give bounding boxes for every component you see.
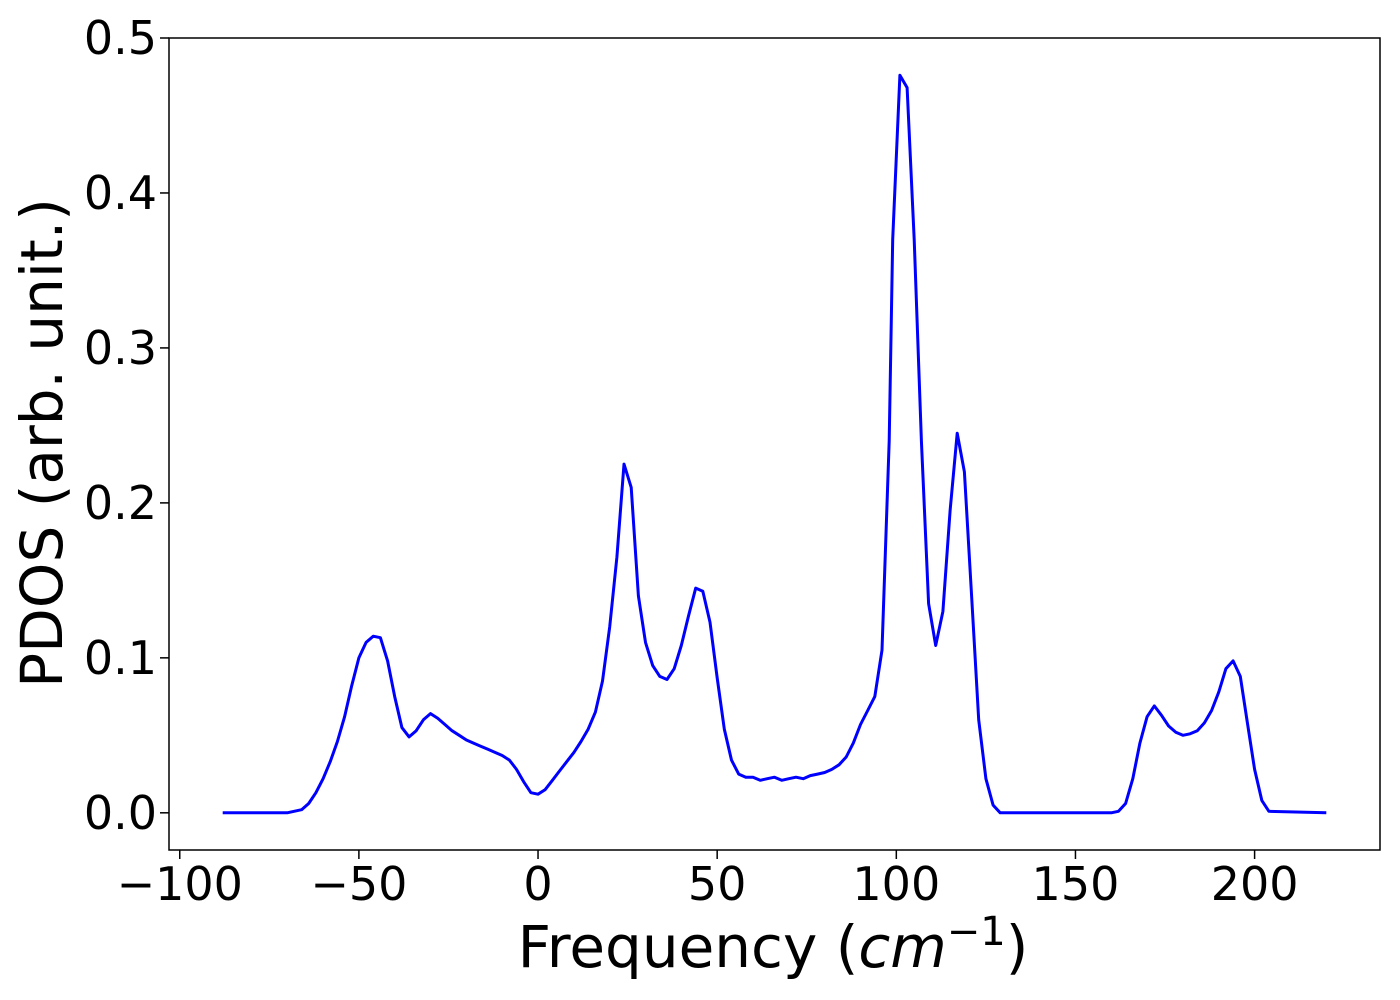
x-tick-label: 200 — [1211, 857, 1299, 911]
x-tick-label: −50 — [310, 857, 407, 911]
y-tick-label: 0.3 — [84, 321, 157, 375]
x-tick-label: −100 — [117, 857, 243, 911]
x-tick-label: 50 — [688, 857, 747, 911]
x-tick-label: 100 — [852, 857, 940, 911]
x-axis-title: Frequency (cm−1) — [518, 909, 1029, 981]
pdos-series-line — [222, 73, 1327, 815]
x-tick-label: 0 — [523, 857, 552, 911]
x-tick-label: 150 — [1032, 857, 1120, 911]
plot-area — [168, 37, 1381, 851]
y-tick-label: 0.1 — [84, 631, 157, 685]
y-tick-label: 0.0 — [84, 786, 157, 840]
y-tick-label: 0.5 — [84, 11, 157, 65]
x-axis: −100 −50 0 50 100 150 200 — [117, 850, 1299, 911]
y-tick-label: 0.4 — [84, 166, 157, 220]
y-axis-title: PDOS (arb. unit.) — [8, 198, 76, 688]
y-axis: 0.0 0.1 0.2 0.3 0.4 0.5 — [84, 11, 169, 840]
y-tick-label: 0.2 — [84, 476, 157, 530]
plot-frame — [168, 37, 1381, 851]
